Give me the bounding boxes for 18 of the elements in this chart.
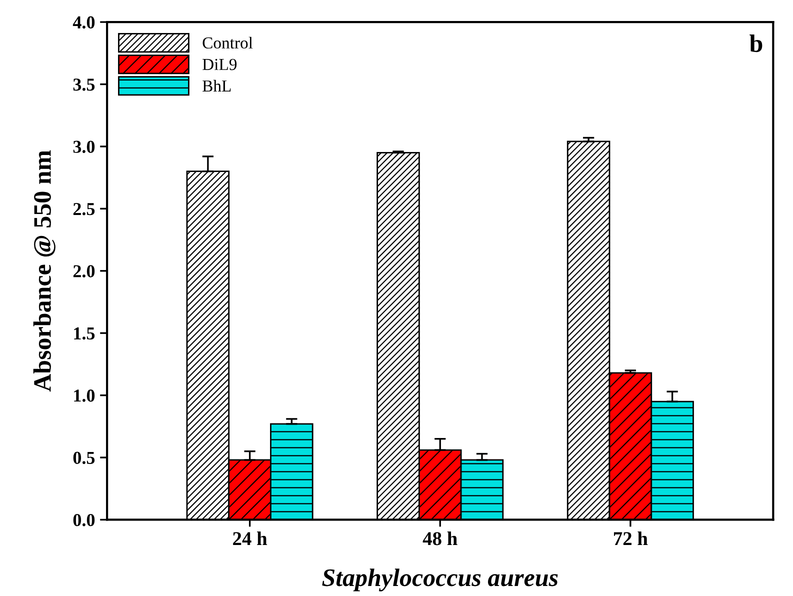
legend-label: BhL xyxy=(202,80,231,92)
y-tick-label: 4.0 xyxy=(72,16,95,29)
legend-label: DiL9 xyxy=(202,58,237,70)
y-tick-label: 2.5 xyxy=(73,202,95,216)
x-tick-label: 24 h xyxy=(233,532,268,546)
x-tick-label: 72 h xyxy=(614,532,648,546)
y-tick-label: 3.0 xyxy=(73,140,95,153)
legend-label: Control xyxy=(202,36,253,49)
x-tick-label: 48 h xyxy=(422,532,458,546)
y-axis-title: Absorbance @ 550 nm xyxy=(33,150,56,392)
x-axis-title: Staphylococcus aureus xyxy=(322,568,558,592)
y-tick-label: 1.5 xyxy=(74,327,95,340)
y-tick-label: 3.5 xyxy=(73,78,95,91)
y-tick-label: 0.5 xyxy=(73,452,95,464)
y-tick-label: 0.0 xyxy=(73,514,95,526)
y-tick-label: 2.0 xyxy=(73,265,95,278)
annotation: b xyxy=(750,34,762,52)
y-tick-label: 1.0 xyxy=(74,390,95,402)
